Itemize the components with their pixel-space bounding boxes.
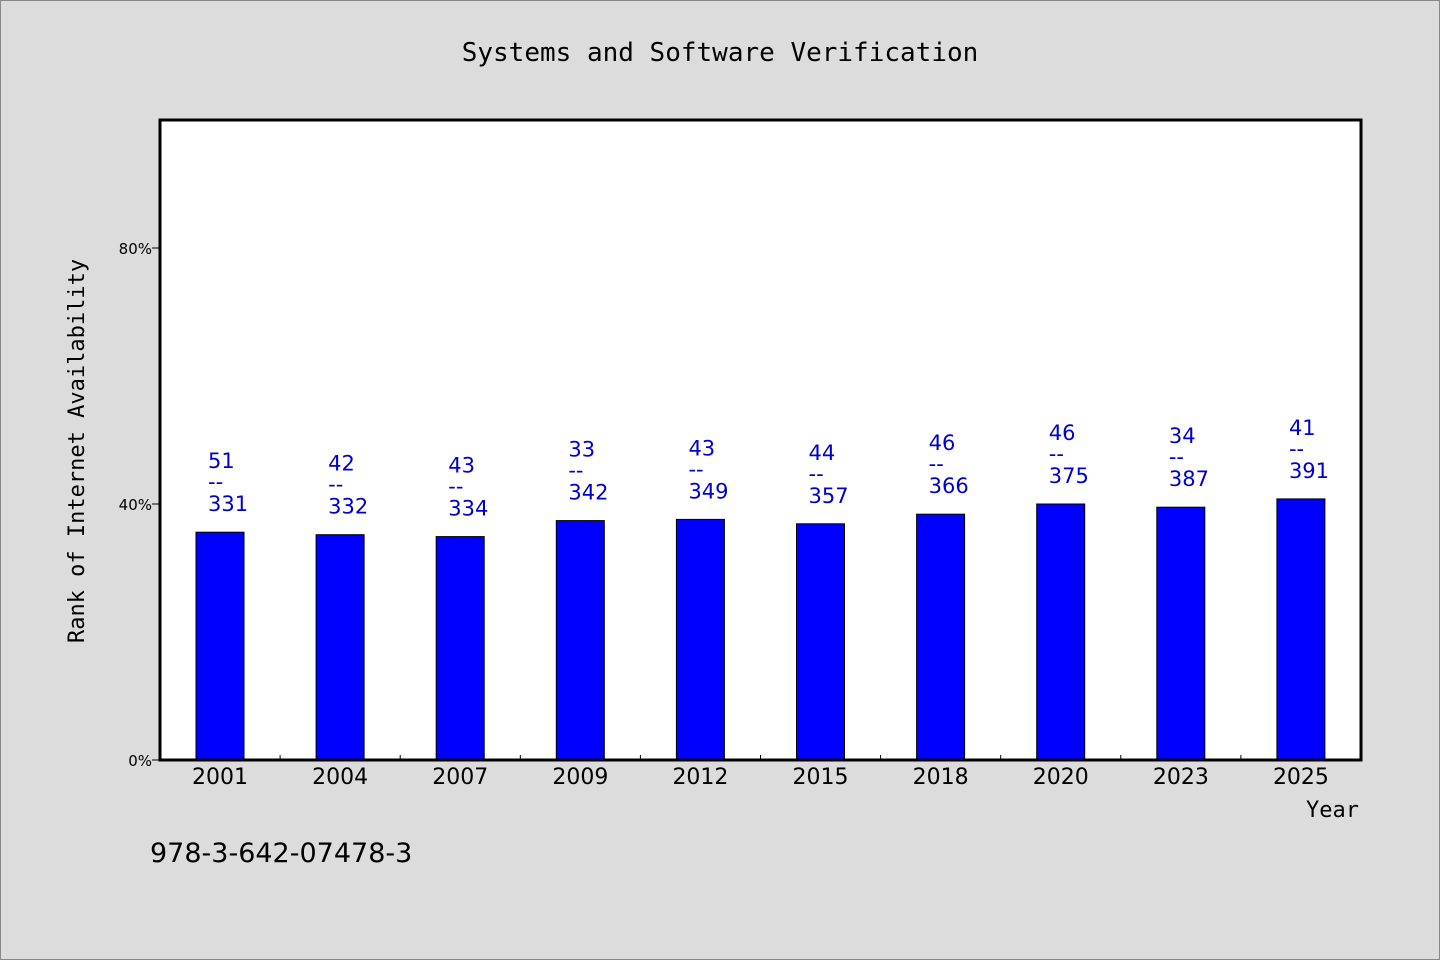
data-label-bottom: 357 bbox=[809, 484, 849, 508]
x-tick-label: 2025 bbox=[1273, 765, 1329, 790]
x-tick-label: 2023 bbox=[1153, 765, 1209, 790]
data-label-bottom: 387 bbox=[1169, 467, 1209, 491]
data-label-top: 43 bbox=[448, 454, 475, 478]
data-label-bottom: 391 bbox=[1289, 459, 1329, 483]
data-label-bottom: 375 bbox=[1049, 464, 1089, 488]
y-tick-label: 80% bbox=[119, 240, 152, 258]
data-label-bottom: 331 bbox=[208, 492, 248, 516]
data-label-top: 41 bbox=[1289, 416, 1316, 440]
data-label-top: 46 bbox=[1049, 421, 1076, 445]
data-label-mid: -- bbox=[448, 475, 463, 499]
data-label-top: 43 bbox=[688, 436, 715, 460]
plot-frame bbox=[158, 118, 1363, 762]
data-label-bottom: 342 bbox=[568, 481, 608, 505]
chart-title: Systems and Software Verification bbox=[462, 38, 979, 68]
bar-2012 bbox=[675, 518, 725, 761]
footnote-isbn: 978-3-642-07478-3 bbox=[150, 838, 412, 869]
bar-2020 bbox=[1036, 503, 1086, 761]
bar-2018 bbox=[916, 513, 966, 761]
x-axis-ticks: 2001 2004 2007 2009 2012 2015 2018 2020 2023 2025 bbox=[192, 755, 1329, 790]
data-label-top: 51 bbox=[208, 449, 235, 473]
data-label-top: 33 bbox=[568, 438, 595, 462]
bar-2025 bbox=[1276, 498, 1326, 761]
data-label-mid: -- bbox=[208, 470, 223, 494]
data-label-mid: -- bbox=[1289, 437, 1304, 461]
data-label-mid: -- bbox=[328, 473, 343, 497]
data-label-bottom: 334 bbox=[448, 497, 488, 521]
bars-layer bbox=[195, 498, 1326, 761]
data-label-top: 46 bbox=[929, 431, 956, 455]
data-label-mid: -- bbox=[1049, 442, 1064, 466]
data-label-mid: -- bbox=[1169, 445, 1184, 469]
x-tick-label: 2001 bbox=[192, 765, 248, 790]
data-label-bottom: 332 bbox=[328, 495, 368, 519]
x-tick-label: 2020 bbox=[1033, 765, 1089, 790]
x-tick-label: 2012 bbox=[672, 765, 728, 790]
x-tick-label: 2018 bbox=[913, 765, 969, 790]
y-axis-ticks: 0% 40% 80% bbox=[119, 240, 160, 770]
data-label-bottom: 366 bbox=[929, 474, 969, 498]
data-label-bottom: 349 bbox=[688, 479, 728, 503]
data-labels-layer: 51--33142--33243--33433--34243--34944--3… bbox=[208, 416, 1329, 521]
x-tick-label: 2004 bbox=[312, 765, 368, 790]
x-tick-label: 2007 bbox=[432, 765, 488, 790]
bar-2009 bbox=[555, 520, 605, 761]
data-label-mid: -- bbox=[688, 457, 703, 481]
bar-2004 bbox=[315, 534, 365, 761]
bar-2015 bbox=[796, 523, 845, 761]
bar-2023 bbox=[1156, 506, 1206, 761]
data-label-top: 44 bbox=[809, 441, 836, 465]
y-tick-label: 40% bbox=[119, 496, 152, 514]
data-label-mid: -- bbox=[568, 459, 583, 483]
y-tick-label: 0% bbox=[128, 752, 152, 770]
data-label-top: 42 bbox=[328, 452, 355, 476]
data-label-mid: -- bbox=[929, 452, 944, 476]
x-tick-label: 2009 bbox=[552, 765, 608, 790]
data-label-mid: -- bbox=[809, 462, 824, 486]
bar-2001 bbox=[195, 531, 245, 761]
y-axis-label: Rank of Internet Availability bbox=[65, 259, 90, 643]
x-axis-label: Year bbox=[1306, 798, 1359, 823]
bar-2007 bbox=[435, 536, 485, 761]
data-label-top: 34 bbox=[1169, 424, 1196, 448]
x-tick-label: 2015 bbox=[793, 765, 849, 790]
